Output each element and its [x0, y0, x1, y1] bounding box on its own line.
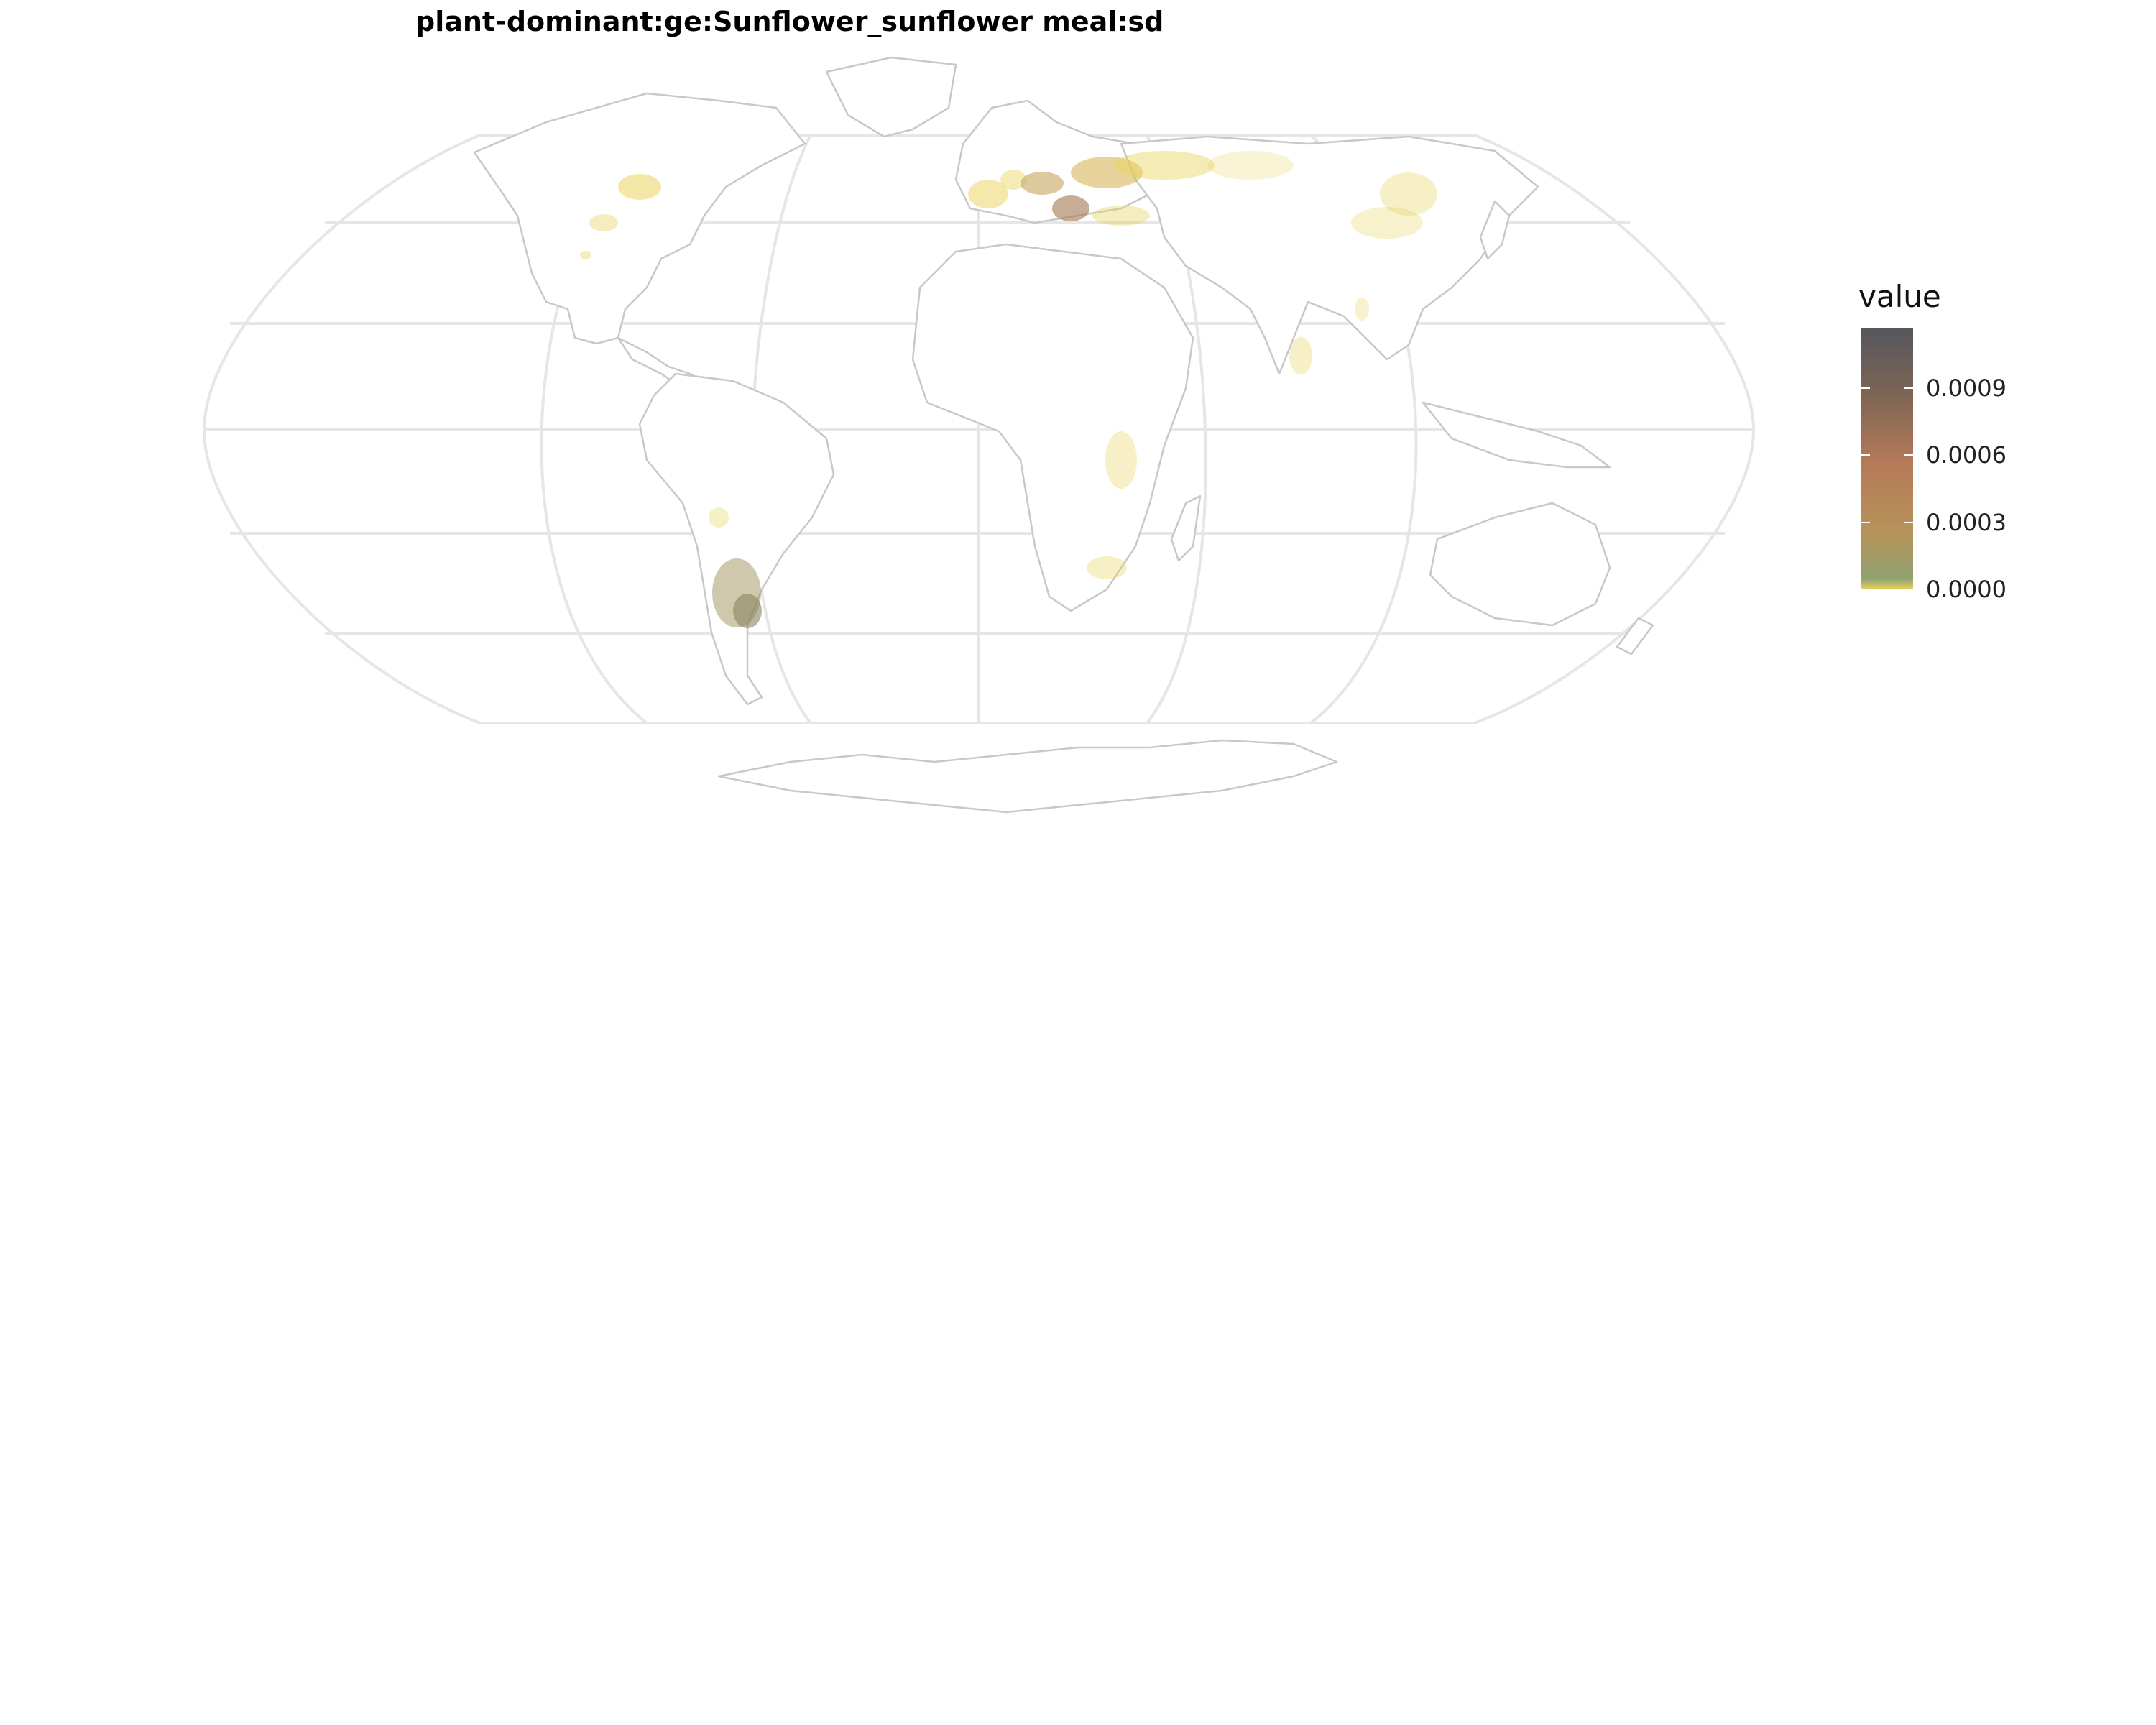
- legend-tick-label: 0.0006: [1926, 441, 2007, 469]
- value-cell-turkey: [1092, 206, 1150, 226]
- value-raster: [580, 151, 1437, 628]
- value-cell-us-great-plains: [618, 174, 661, 200]
- value-cell-kazakhstan: [1207, 151, 1294, 180]
- graticule-outline: [202, 134, 1756, 724]
- value-cell-us-west: [589, 214, 618, 231]
- legend-tick-label: 0.0000: [1926, 576, 2007, 603]
- value-cell-spain: [968, 180, 1008, 208]
- value-cell-russia-south: [1114, 151, 1215, 180]
- madagascar: [1170, 494, 1202, 562]
- value-cell-south-africa: [1087, 556, 1127, 579]
- south-america: [638, 372, 835, 706]
- legend-colorbar: [1861, 328, 1913, 589]
- value-cell-us-south: [580, 251, 591, 259]
- value-cell-china-north: [1380, 172, 1437, 216]
- value-cell-france: [1000, 170, 1026, 190]
- greenland: [825, 56, 957, 138]
- australia: [1429, 502, 1611, 627]
- new-zealand: [1616, 617, 1654, 656]
- value-cell-india: [1289, 337, 1312, 374]
- value-cell-hungary: [1021, 172, 1064, 195]
- country-borders: [473, 56, 1654, 814]
- japan: [1479, 200, 1511, 260]
- africa: [911, 243, 1194, 612]
- value-cell-bolivia: [709, 507, 729, 528]
- legend-tick-label: 0.0003: [1926, 508, 2007, 536]
- value-cell-balkans: [1052, 196, 1089, 221]
- value-cell-ukraine: [1071, 157, 1143, 188]
- value-cell-tanzania: [1105, 431, 1137, 489]
- map-title: plant-dominant:ge:Sunflower_sunflower me…: [415, 6, 1164, 37]
- north-america: [473, 92, 806, 345]
- value-cell-myanmar: [1355, 298, 1369, 321]
- legend-tick-label: 0.0009: [1926, 374, 2007, 402]
- legend-title: value: [1858, 279, 1941, 314]
- value-cell-argentina-core: [733, 594, 762, 628]
- asia: [1120, 135, 1539, 375]
- value-cell-china-inner: [1351, 207, 1423, 239]
- southeast-asia-islands: [1422, 401, 1611, 469]
- antarctica: [717, 739, 1338, 814]
